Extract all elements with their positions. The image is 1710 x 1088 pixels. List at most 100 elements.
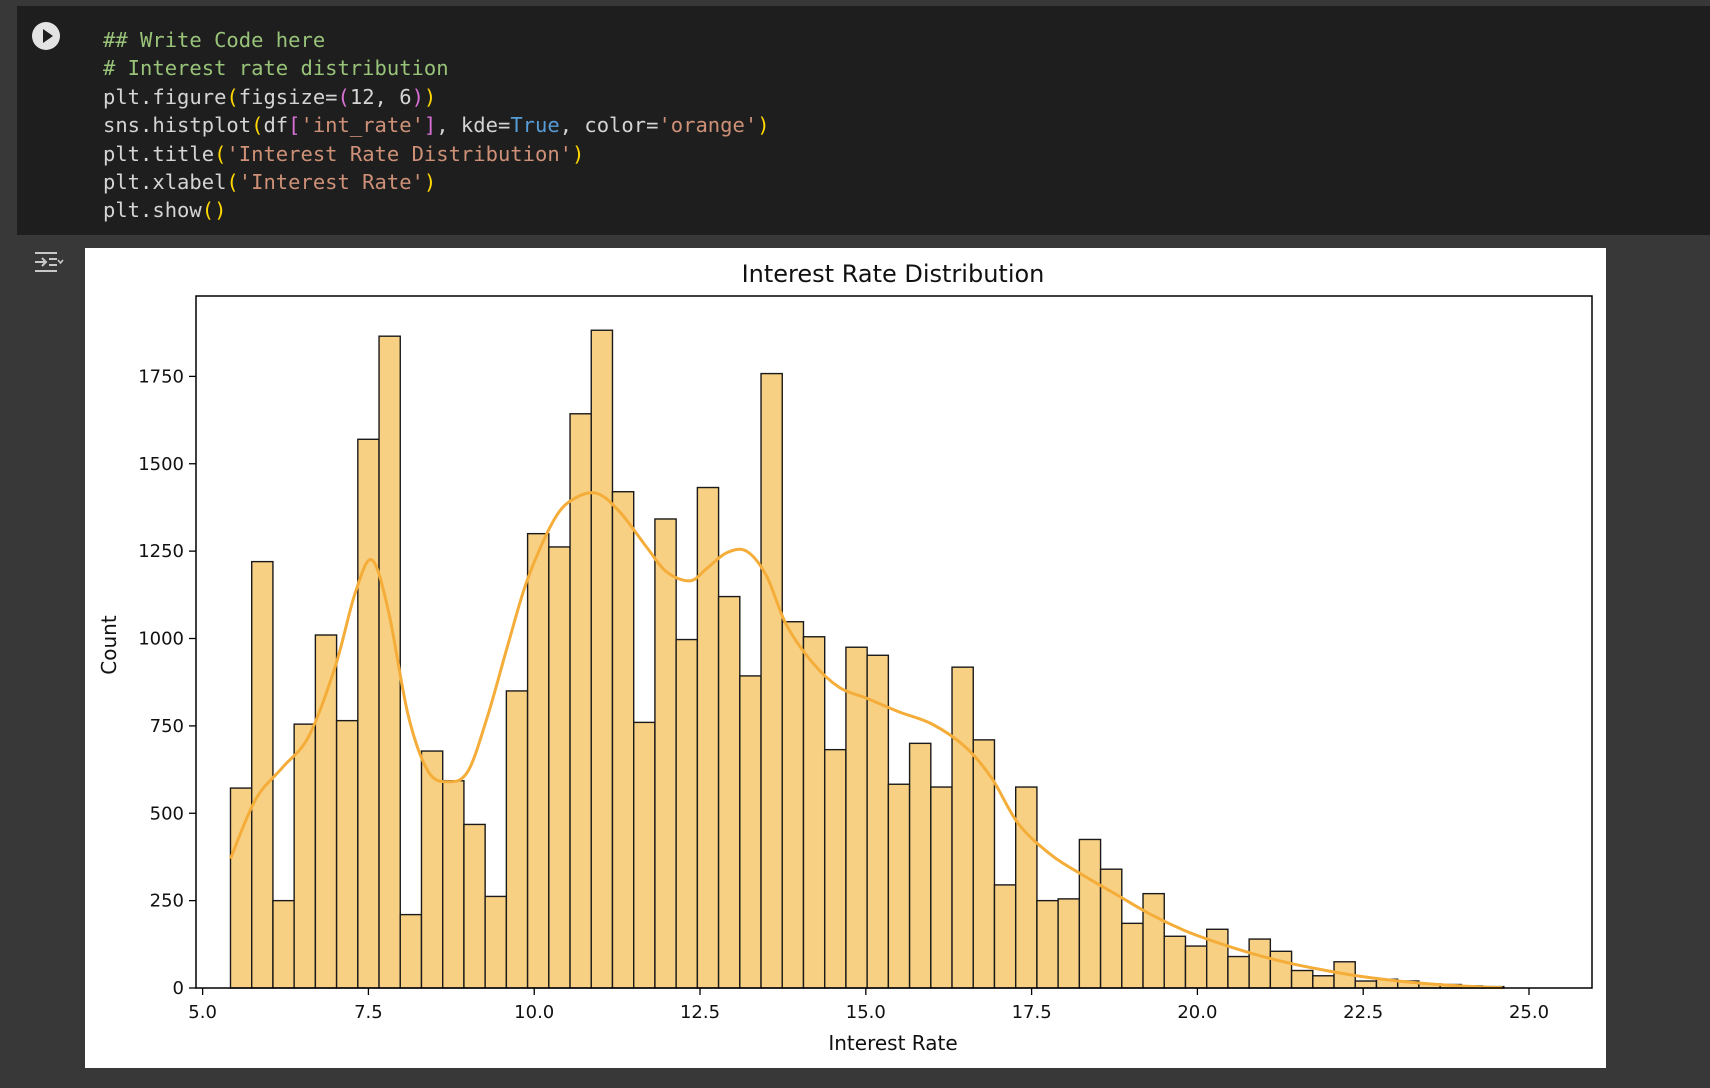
histogram-bar — [484, 895, 508, 989]
code-line: plt.show() — [103, 196, 770, 224]
code-token: True — [510, 113, 560, 138]
code-line: plt.title('Interest Rate Distribution') — [103, 140, 770, 168]
histogram-bar — [293, 723, 317, 989]
code-token: ) — [411, 84, 424, 109]
histogram-bar — [908, 742, 932, 989]
x-tick-label: 12.5 — [680, 1002, 720, 1023]
code-token: , color= — [559, 113, 659, 138]
chart-title: Interest Rate Distribution — [742, 260, 1045, 288]
code-line: plt.figure(figsize=(12, 6)) — [103, 83, 770, 111]
code-token: sns.histplot — [103, 113, 252, 138]
x-tick-label: 22.5 — [1343, 1002, 1383, 1023]
code-token: plt.title — [103, 141, 215, 166]
histogram-bar — [1312, 975, 1335, 989]
histogram-bar — [1248, 938, 1272, 989]
x-axis-label: Interest Rate — [828, 1031, 957, 1055]
histogram-bar — [1227, 955, 1250, 989]
histogram-bar — [760, 372, 783, 989]
code-token: ( — [226, 84, 239, 109]
code-token: 12 — [349, 84, 375, 109]
histogram-chart: Interest Rate Distribution 5.0 7.5 10.0 12.… — [97, 260, 1593, 1055]
code-token: 'orange' — [658, 113, 758, 138]
y-tick-label: 750 — [150, 716, 184, 737]
histogram-bar — [1290, 969, 1314, 989]
output-toggle-icon[interactable] — [32, 248, 64, 276]
x-tick-label: 10.0 — [514, 1002, 554, 1023]
histogram-bar — [675, 638, 699, 989]
histogram-bar — [930, 786, 953, 989]
histogram-bar — [1142, 892, 1165, 989]
histogram-bar — [1163, 935, 1187, 989]
code-token: ( — [214, 141, 227, 166]
code-token: ) — [757, 113, 770, 138]
histogram-bar — [802, 636, 826, 989]
code-token: ) — [214, 198, 227, 223]
histogram-bar — [654, 518, 677, 989]
code-token: ( — [337, 84, 350, 109]
code-token: [ — [288, 113, 301, 138]
histogram-bar — [1354, 980, 1378, 989]
histogram-bar — [229, 787, 253, 989]
histogram-bar — [781, 621, 805, 989]
histogram-bar — [993, 884, 1017, 989]
plot-frame — [195, 295, 1593, 989]
cell-output: Interest Rate Distribution 5.0 7.5 10.0 12.… — [85, 248, 1606, 1068]
y-tick-label: 250 — [150, 891, 184, 912]
y-tick-label: 1500 — [138, 454, 184, 475]
histogram-bar — [717, 595, 741, 989]
code-token: plt.show — [103, 198, 202, 223]
code-token: # Interest rate distribution — [103, 56, 449, 81]
y-tick-label: 1250 — [138, 541, 184, 562]
x-tick-label: 17.5 — [1012, 1002, 1052, 1023]
histogram-bar — [314, 634, 338, 989]
code-token: ( — [201, 198, 215, 223]
histogram-bar — [335, 719, 359, 989]
top-strip — [0, 0, 1710, 6]
histogram-bar — [1121, 922, 1144, 989]
x-tick-label: 15.0 — [846, 1002, 886, 1023]
y-tick-label: 500 — [150, 803, 184, 824]
code-line: plt.xlabel('Interest Rate') — [103, 168, 770, 196]
code-editor[interactable]: ## Write Code here # Interest rate distri… — [103, 26, 770, 225]
code-token: df — [263, 113, 289, 138]
code-token: ( — [226, 169, 239, 194]
histogram-bar — [823, 748, 847, 989]
histogram-bar — [887, 783, 911, 989]
x-tick-label: 20.0 — [1177, 1002, 1217, 1023]
code-token: , kde= — [436, 113, 511, 138]
code-cell[interactable]: ## Write Code here # Interest rate distri… — [17, 6, 1710, 235]
histogram-bar — [1057, 898, 1081, 989]
y-tick-label: 1000 — [138, 629, 184, 650]
histogram-bar — [526, 532, 550, 989]
histogram-bar — [357, 438, 380, 989]
code-token: 'Interest Rate' — [238, 169, 424, 194]
x-tick-label: 25.0 — [1509, 1002, 1549, 1023]
y-tick-label: 0 — [173, 978, 184, 999]
code-token: 'int_rate' — [300, 113, 424, 138]
histogram-bar — [442, 780, 465, 989]
y-tick-label: 1750 — [138, 366, 184, 387]
histogram-bar — [611, 491, 635, 989]
histogram-bar — [463, 823, 486, 989]
histogram-bar — [548, 546, 571, 989]
code-token: 6 — [399, 84, 412, 109]
histogram-bar — [1078, 838, 1102, 989]
histogram-bar — [1014, 786, 1038, 989]
code-token: figsize= — [238, 84, 338, 109]
code-token: ] — [423, 113, 437, 138]
histogram-bar — [1036, 899, 1059, 989]
run-cell-button[interactable] — [32, 22, 60, 50]
x-tick-label: 7.5 — [354, 1002, 383, 1023]
kde-line — [229, 491, 1503, 990]
histogram-bar — [1269, 950, 1293, 989]
code-token: ( — [251, 113, 264, 138]
histogram-bar — [399, 913, 423, 989]
code-token: ## Write Code here — [103, 28, 326, 52]
code-token: ) — [572, 141, 585, 166]
histogram-bar — [505, 690, 529, 989]
y-axis-label: Count — [97, 615, 121, 675]
x-tick-label: 5.0 — [188, 1002, 217, 1023]
code-token: ) — [423, 84, 437, 109]
histogram-bar — [1184, 945, 1208, 989]
